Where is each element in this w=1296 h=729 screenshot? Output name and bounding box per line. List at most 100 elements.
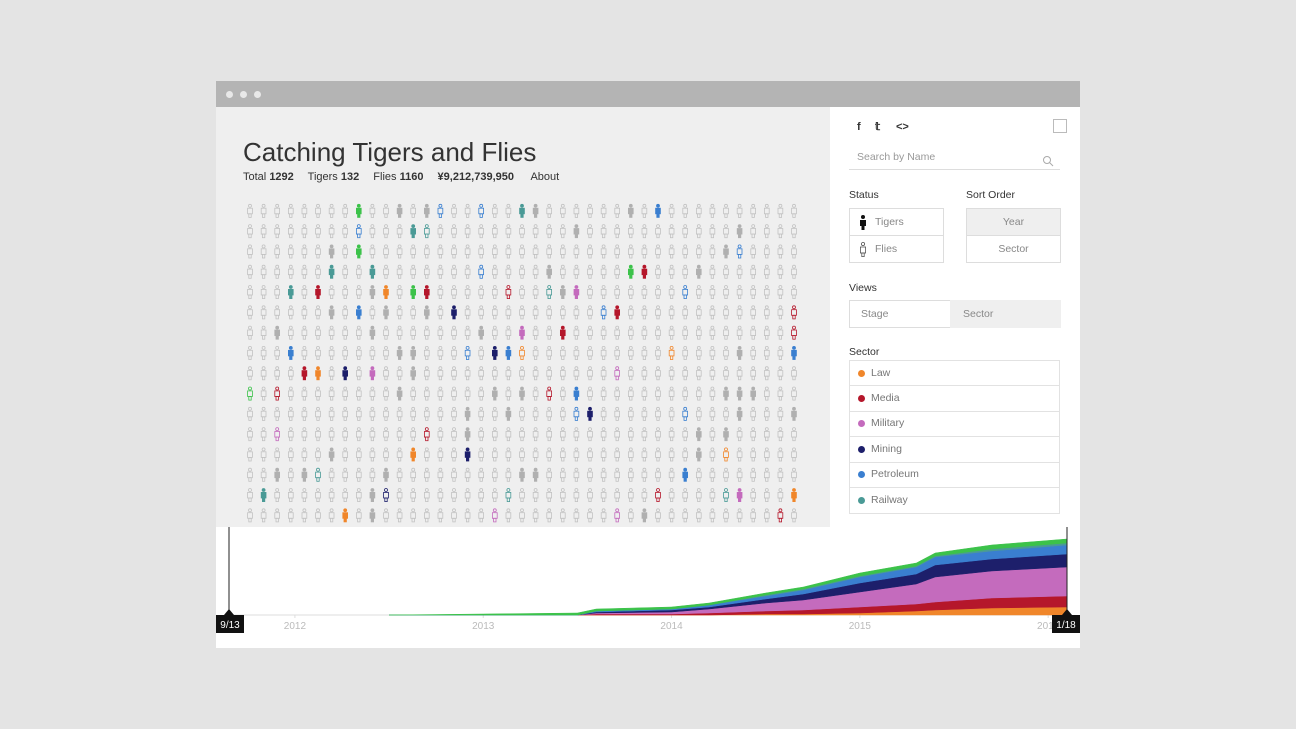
person-icon[interactable]	[532, 427, 539, 442]
share-facebook[interactable]: f	[857, 121, 861, 133]
person-icon[interactable]	[682, 447, 689, 462]
person-icon[interactable]	[274, 285, 281, 299]
person-icon[interactable]	[383, 508, 389, 523]
person-icon[interactable]	[396, 406, 403, 421]
person-icon[interactable]	[491, 346, 498, 360]
person-icon[interactable]	[791, 285, 797, 299]
person-icon[interactable]	[709, 386, 716, 401]
person-icon[interactable]	[356, 224, 362, 239]
person-icon[interactable]	[301, 244, 308, 259]
person-icon[interactable]	[356, 244, 362, 259]
person-icon[interactable]	[451, 325, 457, 340]
person-icon[interactable]	[600, 325, 607, 340]
person-icon[interactable]	[260, 406, 267, 421]
person-icon[interactable]	[763, 508, 770, 523]
person-icon[interactable]	[247, 488, 253, 503]
person-icon[interactable]	[369, 264, 376, 279]
person-icon[interactable]	[736, 447, 743, 462]
person-icon[interactable]	[464, 508, 471, 523]
person-icon[interactable]	[709, 427, 716, 442]
person-icon[interactable]	[383, 325, 389, 340]
person-icon[interactable]	[424, 386, 430, 401]
share-twitter[interactable]: 𝕥	[875, 121, 881, 133]
person-icon[interactable]	[559, 467, 566, 482]
person-icon[interactable]	[437, 224, 444, 239]
person-icon[interactable]	[478, 203, 485, 218]
person-icon[interactable]	[614, 386, 621, 401]
person-icon[interactable]	[655, 285, 661, 299]
person-icon[interactable]	[614, 447, 621, 462]
person-icon[interactable]	[559, 386, 566, 401]
person-icon[interactable]	[424, 346, 430, 360]
person-icon[interactable]	[301, 467, 308, 482]
person-icon[interactable]	[763, 447, 770, 462]
person-icon[interactable]	[315, 467, 321, 482]
person-icon[interactable]	[750, 366, 757, 381]
person-icon[interactable]	[546, 488, 553, 503]
person-icon[interactable]	[301, 224, 308, 239]
person-icon[interactable]	[777, 508, 784, 523]
person-icon[interactable]	[791, 203, 797, 218]
person-icon[interactable]	[437, 508, 444, 523]
person-icon[interactable]	[627, 406, 634, 421]
person-icon[interactable]	[532, 264, 539, 279]
person-icon[interactable]	[614, 325, 621, 340]
person-icon[interactable]	[451, 508, 457, 523]
person-icon[interactable]	[709, 508, 716, 523]
person-icon[interactable]	[315, 224, 321, 239]
person-icon[interactable]	[682, 325, 689, 340]
person-icon[interactable]	[723, 427, 729, 442]
person-icon[interactable]	[627, 467, 634, 482]
person-icon[interactable]	[288, 264, 294, 279]
person-icon[interactable]	[655, 203, 661, 218]
person-icon[interactable]	[559, 346, 566, 360]
person-icon[interactable]	[247, 325, 253, 340]
person-icon[interactable]	[641, 285, 648, 299]
person-icon[interactable]	[736, 427, 743, 442]
person-icon[interactable]	[519, 224, 525, 239]
person-icon[interactable]	[519, 305, 525, 320]
person-icon[interactable]	[546, 467, 553, 482]
person-icon[interactable]	[763, 264, 770, 279]
person-icon[interactable]	[627, 244, 634, 259]
person-icon[interactable]	[288, 366, 294, 381]
person-icon[interactable]	[274, 346, 281, 360]
person-icon[interactable]	[328, 203, 335, 218]
person-icon[interactable]	[546, 386, 553, 401]
person-icon[interactable]	[342, 467, 348, 482]
person-icon[interactable]	[709, 366, 716, 381]
person-icon[interactable]	[247, 467, 253, 482]
person-icon[interactable]	[247, 346, 253, 360]
person-icon[interactable]	[369, 386, 376, 401]
person-icon[interactable]	[315, 406, 321, 421]
person-icon[interactable]	[546, 285, 553, 299]
person-icon[interactable]	[763, 427, 770, 442]
person-icon[interactable]	[695, 244, 702, 259]
person-icon[interactable]	[587, 224, 593, 239]
person-icon[interactable]	[736, 366, 743, 381]
person-icon[interactable]	[723, 264, 729, 279]
person-icon[interactable]	[668, 447, 675, 462]
person-icon[interactable]	[451, 264, 457, 279]
person-icon[interactable]	[274, 224, 281, 239]
person-icon[interactable]	[695, 406, 702, 421]
person-icon[interactable]	[750, 406, 757, 421]
person-icon[interactable]	[274, 244, 281, 259]
person-icon[interactable]	[614, 305, 621, 320]
person-icon[interactable]	[600, 447, 607, 462]
person-icon[interactable]	[437, 285, 444, 299]
person-icon[interactable]	[491, 305, 498, 320]
person-icon[interactable]	[491, 488, 498, 503]
person-icon[interactable]	[369, 244, 376, 259]
person-icon[interactable]	[587, 264, 593, 279]
person-icon[interactable]	[614, 285, 621, 299]
person-icon[interactable]	[383, 406, 389, 421]
person-icon[interactable]	[369, 203, 376, 218]
person-icon[interactable]	[315, 325, 321, 340]
person-icon[interactable]	[614, 406, 621, 421]
person-icon[interactable]	[559, 508, 566, 523]
person-icon[interactable]	[587, 244, 593, 259]
person-icon[interactable]	[791, 427, 797, 442]
person-icon[interactable]	[763, 488, 770, 503]
sort-year[interactable]: Year	[966, 208, 1061, 236]
